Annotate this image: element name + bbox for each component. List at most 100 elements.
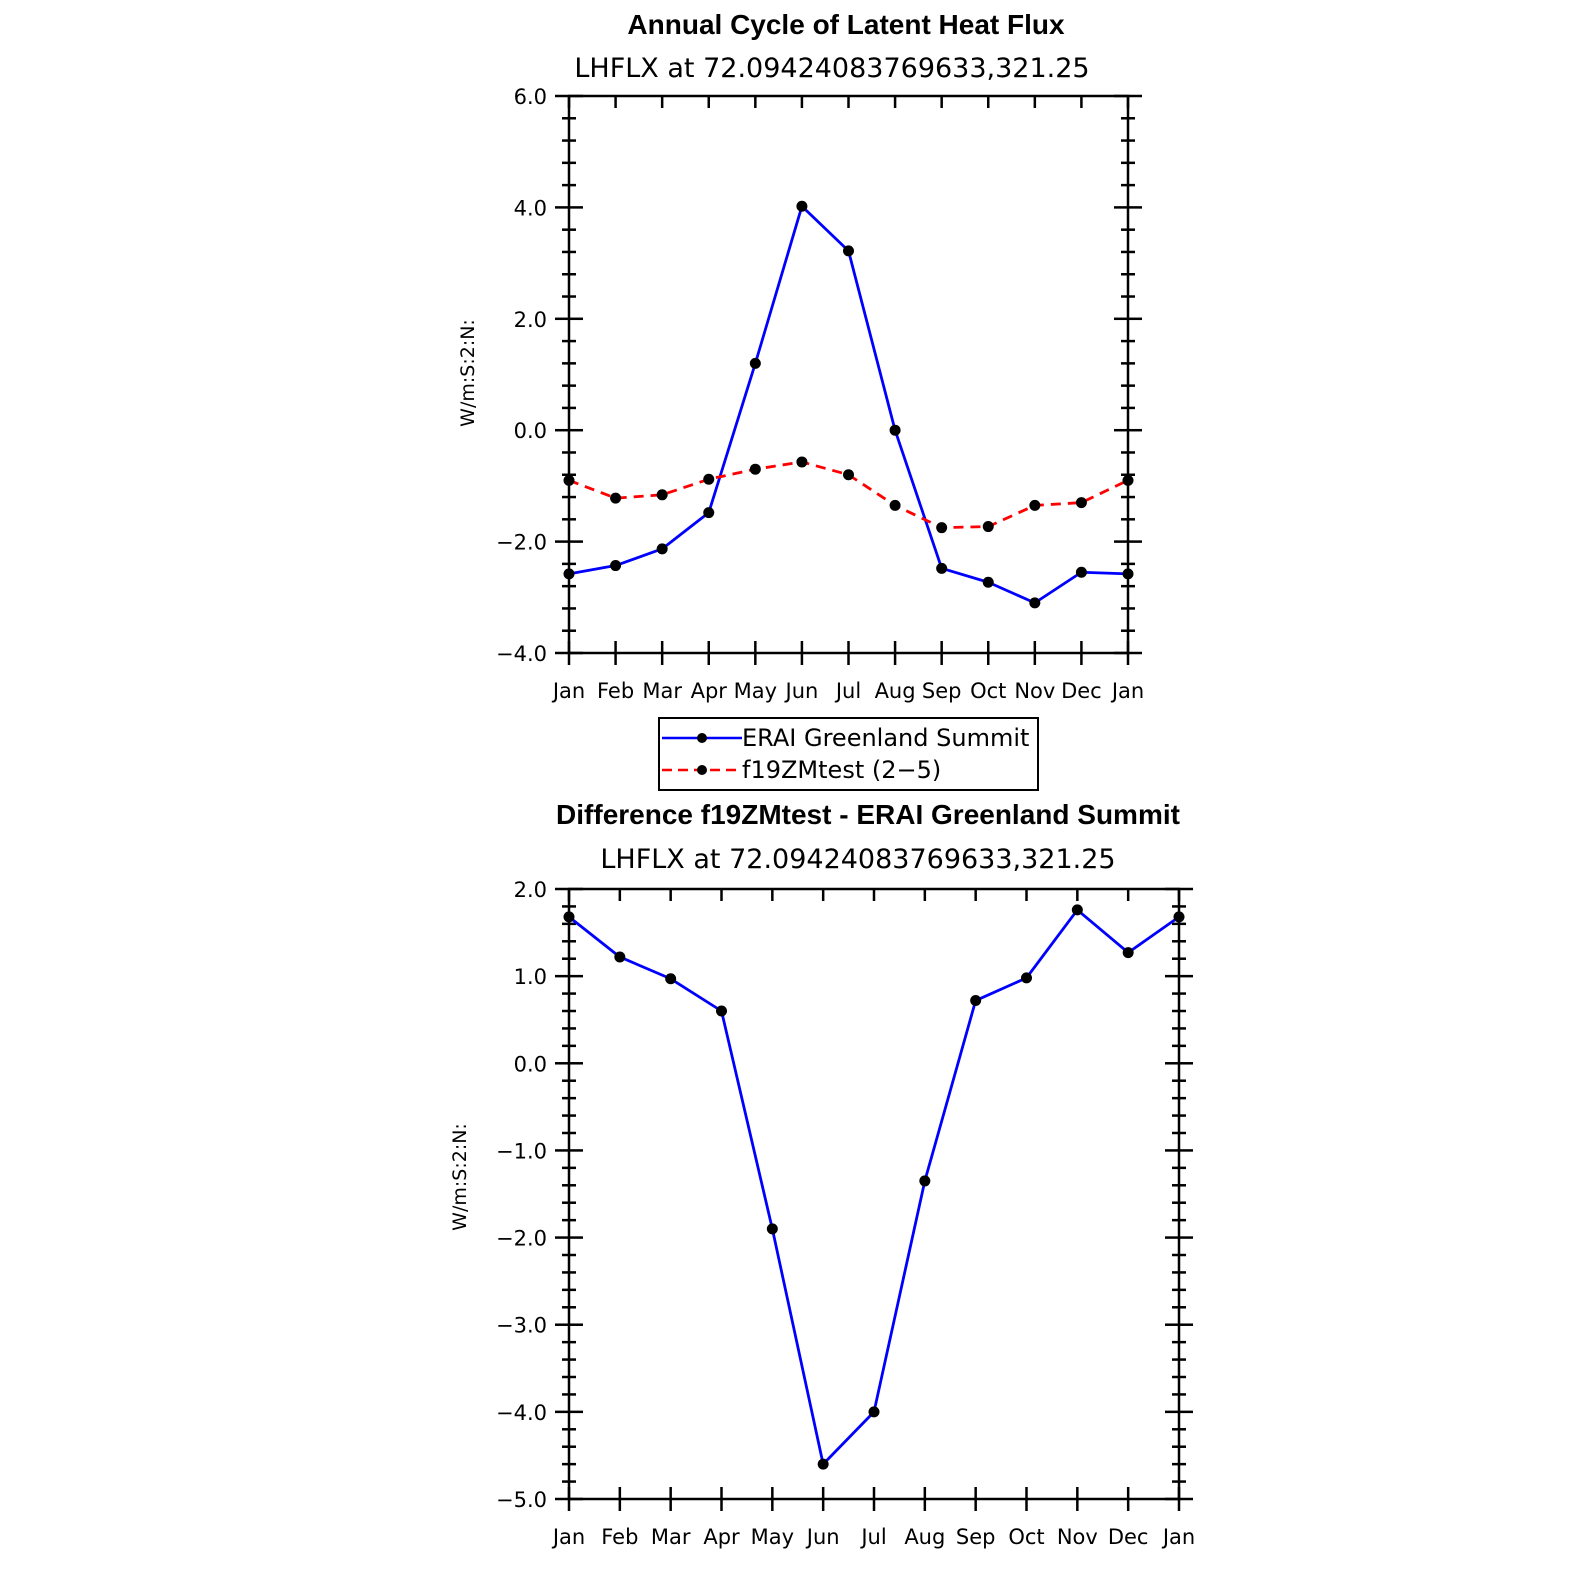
x-tick-label: Nov <box>1057 1525 1098 1549</box>
chart-title: Annual Cycle of Latent Heat Flux <box>627 9 1065 40</box>
series-1-point <box>703 473 715 485</box>
series-1-point <box>1029 499 1041 511</box>
series-0-point <box>982 576 994 588</box>
series-0-point <box>1029 597 1041 609</box>
series-1-point <box>982 521 994 533</box>
legend-marker-f19zmtest <box>697 765 707 775</box>
series-1-point <box>610 492 622 504</box>
series-0-point <box>1122 568 1134 580</box>
series-0-point <box>1075 566 1087 578</box>
x-tick-label: Dec <box>1108 1525 1149 1549</box>
series-0-point <box>563 911 575 923</box>
axis-ticks: Jan Feb Mar Apr May Jun Jul Aug Sep Oct Nov Dec Jan−… <box>496 878 1195 1549</box>
y-tick-label: −4.0 <box>496 1401 547 1425</box>
legend: ERAI Greenland Summit f19ZMtest (2−5) <box>658 717 1039 791</box>
series-0-point <box>919 1175 931 1187</box>
series-0-point <box>889 424 901 436</box>
series-1-point <box>656 489 668 501</box>
x-tick-label: Apr <box>691 679 728 703</box>
x-tick-label: Oct <box>970 679 1006 703</box>
series-1-point <box>1122 474 1134 486</box>
series-0-point <box>665 973 677 985</box>
series-0-point <box>817 1458 829 1470</box>
x-tick-label: Jun <box>805 1525 840 1549</box>
series-1-point <box>563 474 575 486</box>
series-0-point <box>843 245 854 257</box>
x-tick-label: Sep <box>922 679 962 703</box>
y-tick-label: 2.0 <box>514 308 547 332</box>
y-axis-label: W/m:S:2:N: <box>457 319 479 427</box>
x-tick-label: Feb <box>597 679 634 703</box>
legend-box <box>658 717 1039 791</box>
x-tick-label: Jan <box>1161 1525 1195 1549</box>
annual-cycle-panel: Annual Cycle of Latent Heat Flux LHFLX a… <box>457 9 1144 791</box>
y-tick-label: 2.0 <box>514 878 547 902</box>
series-0-point <box>716 1005 727 1017</box>
legend-entry-f19zmtest: f19ZMtest (2−5) <box>662 756 941 784</box>
y-tick-label: −4.0 <box>496 642 547 666</box>
x-tick-label: May <box>751 1525 794 1549</box>
x-tick-label: Feb <box>601 1525 638 1549</box>
chart-title: Difference f19ZMtest - ERAI Greenland Su… <box>556 799 1180 830</box>
x-tick-label: Sep <box>956 1525 996 1549</box>
plot-frame <box>567 94 1130 655</box>
series-group <box>563 200 1134 609</box>
x-tick-label: Mar <box>651 1525 691 1549</box>
x-tick-label: Dec <box>1061 679 1102 703</box>
x-tick-label: Oct <box>1008 1525 1044 1549</box>
y-tick-label: −3.0 <box>496 1314 547 1338</box>
legend-label-f19zmtest: f19ZMtest (2−5) <box>742 756 941 784</box>
x-tick-label: Aug <box>904 1525 945 1549</box>
x-tick-label: Nov <box>1014 679 1055 703</box>
plot-frame <box>567 887 1181 1501</box>
series-1-point <box>843 469 854 481</box>
y-tick-label: −1.0 <box>496 1139 547 1163</box>
difference-panel: Difference f19ZMtest - ERAI Greenland Su… <box>449 799 1195 1549</box>
series-1-point <box>936 522 948 534</box>
series-0-point <box>563 568 575 580</box>
y-tick-label: 4.0 <box>514 196 547 220</box>
y-axis-label: W/m:S:2:N: <box>449 1123 471 1231</box>
chart-subtitle: LHFLX at 72.09424083769633,321.25 <box>600 844 1115 875</box>
x-tick-label: Aug <box>875 679 916 703</box>
series-0-point <box>796 200 808 212</box>
series-1-point <box>1075 497 1087 509</box>
y-tick-label: −5.0 <box>496 1488 547 1512</box>
series-0-point <box>749 357 761 369</box>
series-0-point <box>1173 911 1185 923</box>
series-0-point <box>614 951 626 963</box>
y-tick-label: 0.0 <box>514 419 547 443</box>
series-group <box>563 904 1185 1470</box>
y-tick-label: −2.0 <box>496 1227 547 1251</box>
legend-marker-erai <box>697 733 707 743</box>
chart-subtitle: LHFLX at 72.09424083769633,321.25 <box>574 53 1089 84</box>
legend-entry-erai: ERAI Greenland Summit <box>662 724 1029 752</box>
series-0-point <box>766 1223 778 1235</box>
x-tick-label: Jul <box>834 679 861 703</box>
x-tick-label: Mar <box>642 679 682 703</box>
series-1-point <box>749 463 761 475</box>
axis-ticks: Jan Feb Mar Apr May Jun Jul Aug Sep Oct Nov Dec Jan−… <box>496 85 1144 703</box>
series-line-0 <box>568 908 1180 1466</box>
y-tick-label: 6.0 <box>514 85 547 109</box>
x-tick-label: Jul <box>859 1525 886 1549</box>
x-tick-label: Jun <box>784 679 819 703</box>
series-0-point <box>1021 972 1032 984</box>
series-0-point <box>703 507 715 519</box>
series-0-point <box>1071 904 1083 916</box>
x-tick-label: Jan <box>551 679 585 703</box>
x-tick-label: Jan <box>1110 679 1144 703</box>
y-tick-label: 0.0 <box>514 1052 547 1076</box>
series-0-point <box>868 1406 880 1418</box>
legend-label-erai: ERAI Greenland Summit <box>742 724 1029 752</box>
y-tick-label: −2.0 <box>496 531 547 555</box>
series-1-point <box>796 456 808 468</box>
x-tick-label: May <box>734 679 777 703</box>
y-tick-label: 1.0 <box>514 965 547 989</box>
series-line-0 <box>568 204 1129 605</box>
series-0-point <box>610 560 622 572</box>
series-0-point <box>1122 947 1134 959</box>
x-tick-label: Apr <box>703 1525 740 1549</box>
x-tick-label: Jan <box>551 1525 585 1549</box>
